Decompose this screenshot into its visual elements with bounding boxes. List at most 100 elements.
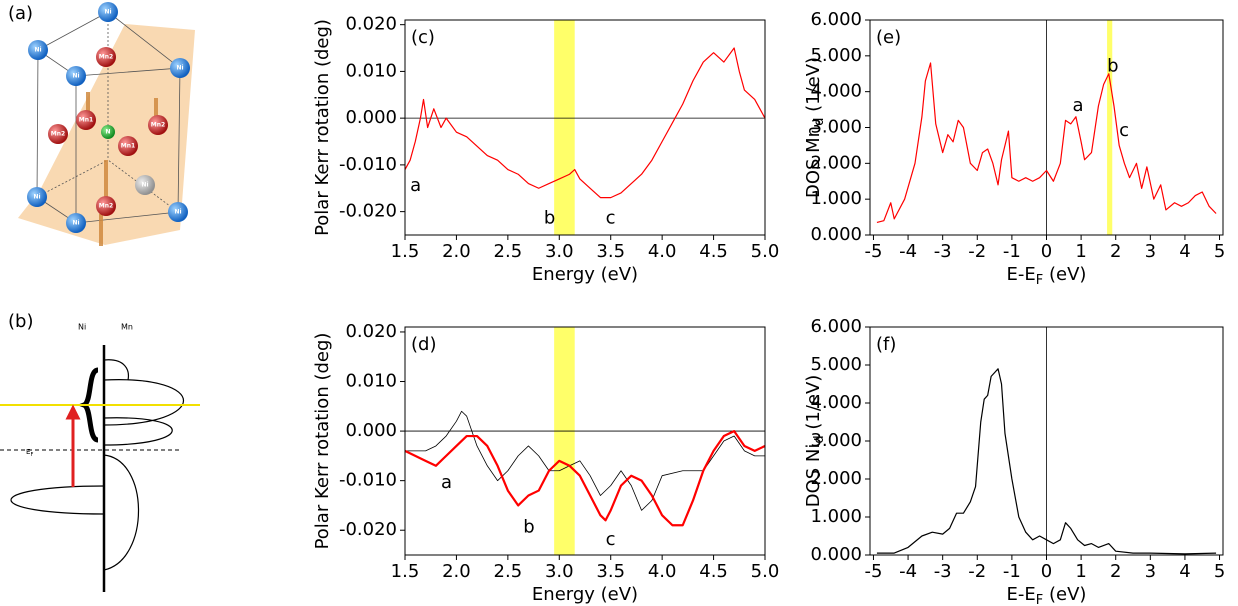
y-tick-label: 0.000	[810, 224, 862, 245]
annotation: c	[606, 529, 616, 550]
x-tick-label: 1	[1075, 561, 1086, 582]
y-tick-label: 0.010	[345, 371, 397, 392]
panel-label: (d)	[411, 334, 436, 355]
panel-label: (c)	[411, 27, 435, 48]
highlight-band	[1107, 20, 1113, 235]
x-tick-label: 3	[1145, 241, 1156, 262]
dos-label: Ni	[78, 323, 86, 332]
x-tick-label: 4	[1179, 241, 1190, 262]
x-tick-label: 1.5	[391, 241, 420, 262]
atom	[27, 187, 47, 207]
x-tick-label: -2	[968, 561, 986, 582]
atom-label: Ni	[176, 65, 183, 72]
x-tick-label: 5.0	[751, 561, 780, 582]
atom	[66, 66, 86, 86]
y-tick-label: 1.000	[810, 188, 862, 209]
label-part: (1/eV)	[803, 57, 824, 118]
atom	[28, 40, 48, 60]
y-tick-label: 5.000	[810, 354, 862, 375]
panel-label: (b)	[8, 311, 33, 332]
atom-label: N	[105, 129, 110, 136]
label-part: d	[812, 435, 827, 443]
chart: -5 -4 -3 -2 -1 0 1 2 3 4 5 0.000 1.000 2.000 3.000 4.00…	[803, 9, 1225, 288]
chart: 1.5 2.0 2.5 3.0 3.5 4.0 4.5 5.0 -0.020 -0.010 0.00…	[312, 321, 779, 605]
x-tick-label: 2.5	[494, 241, 523, 262]
annotation: b	[523, 517, 534, 538]
chart: -5 -4 -3 -2 -1 0 1 2 3 4 5 0.000 1.000 2.000 3.000 4.00…	[803, 316, 1225, 606]
label-part: E-E	[1007, 264, 1036, 285]
y-tick-label: 3.000	[810, 117, 862, 138]
label-part: d	[812, 118, 827, 126]
y-tick-label: 2.000	[810, 152, 862, 173]
atom	[101, 125, 115, 139]
data-line	[876, 368, 1217, 555]
x-tick-label: -3	[934, 241, 952, 262]
y-tick-label: 0.020	[345, 14, 397, 35]
annotation: b	[1107, 56, 1118, 77]
label-part: DOS Ni	[803, 444, 824, 508]
label-part: E-E	[1007, 584, 1036, 605]
x-tick-label: 2	[1110, 561, 1121, 582]
label-part: F	[1036, 273, 1043, 288]
annotation: c	[1119, 120, 1129, 141]
plot-frame	[404, 326, 766, 556]
highlight-band	[554, 327, 575, 555]
y-tick-label: 0.020	[345, 321, 397, 342]
dos-label: Mn	[121, 323, 133, 332]
x-tick-label: 3.0	[545, 241, 574, 262]
panel-label: (a)	[8, 3, 33, 24]
y-tick-label: -0.020	[339, 519, 397, 540]
atom	[170, 58, 190, 78]
x-tick-label: -5	[864, 561, 882, 582]
y-tick-label: -0.010	[339, 154, 397, 175]
atom	[135, 175, 155, 195]
data-line	[404, 429, 766, 527]
atom-label: Ni	[72, 73, 79, 80]
annotation: a	[410, 175, 421, 196]
label-part: (1/eV)	[803, 375, 824, 436]
x-tick-label: 5.0	[751, 241, 780, 262]
annotation: b	[544, 208, 555, 229]
x-tick-label: 1.5	[391, 561, 420, 582]
y-tick-label: -0.010	[339, 470, 397, 491]
y-tick-label: 0.000	[345, 420, 397, 441]
x-tick-label: 4.5	[699, 241, 728, 262]
y-axis-label: DOS Nid (1/eV)	[803, 375, 827, 508]
atom-label: Mn2	[51, 131, 65, 138]
x-tick-label: 2.0	[442, 241, 471, 262]
plot-frame	[404, 19, 766, 236]
data-line	[405, 410, 765, 511]
x-tick-label: 3.0	[545, 561, 574, 582]
x-tick-label: 4.0	[648, 561, 677, 582]
y-tick-label: 0.000	[810, 544, 862, 565]
x-tick-label: 2.0	[442, 561, 471, 582]
y-tick-label: 2.000	[810, 468, 862, 489]
y-tick-label: -0.020	[339, 201, 397, 222]
x-tick-label: -4	[899, 561, 917, 582]
atom-label: Ni	[72, 220, 79, 227]
atom-label: Ni	[141, 182, 148, 189]
panel-label: (f)	[876, 334, 896, 355]
annotation: a	[441, 472, 452, 493]
x-tick-label: 3.5	[596, 561, 625, 582]
data-line	[876, 62, 1217, 224]
atom	[96, 47, 116, 67]
atom	[96, 196, 116, 216]
x-tick-label: -4	[899, 241, 917, 262]
y-tick-label: 4.000	[810, 392, 862, 413]
dos-lobes	[10, 359, 184, 571]
x-axis-label: E-EF (eV)	[1007, 264, 1087, 288]
atom-label: Mn1	[121, 143, 135, 150]
atom	[76, 110, 96, 130]
atom-label: Mn2	[99, 203, 113, 210]
atom-label: Ni	[104, 9, 111, 16]
data-line	[404, 47, 766, 199]
atom	[168, 202, 188, 222]
y-tick-label: 6.000	[810, 316, 862, 337]
panel-label: (e)	[876, 27, 901, 48]
x-tick-label: 4.5	[699, 561, 728, 582]
fermi-label: EF	[26, 448, 33, 458]
atom-label: Mn1	[79, 117, 93, 124]
chart: 1.5 2.0 2.5 3.0 3.5 4.0 4.5 5.0 -0.020 -0.010 0.00…	[312, 14, 779, 285]
